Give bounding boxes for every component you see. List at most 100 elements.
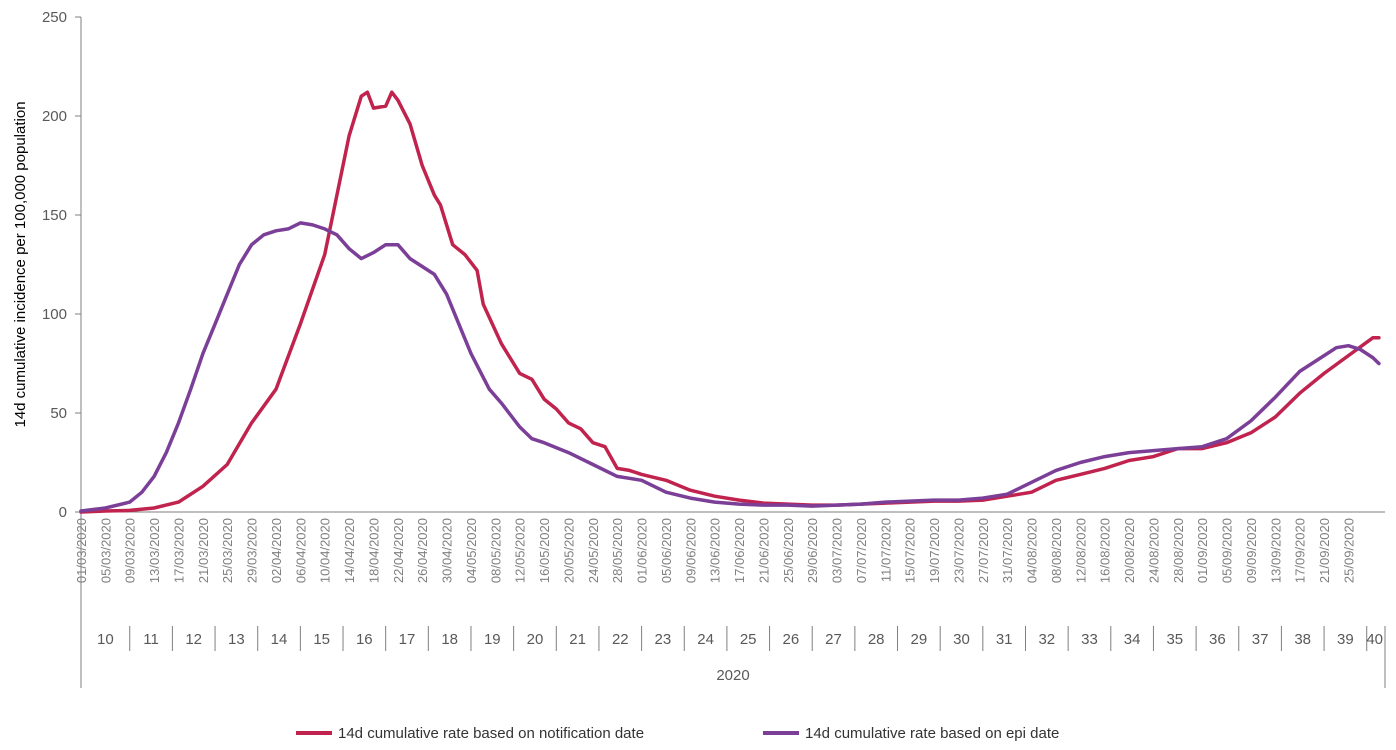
week-label: 29 xyxy=(911,631,928,648)
x-tick-label: 17/03/2020 xyxy=(172,518,187,583)
x-tick-label: 25/06/2020 xyxy=(781,518,796,583)
week-label: 12 xyxy=(185,631,202,648)
week-label: 27 xyxy=(825,631,842,648)
y-axis: 0 50 100 150 200 250 xyxy=(42,9,82,688)
week-label: 34 xyxy=(1124,631,1141,648)
x-tick-label: 17/09/2020 xyxy=(1293,518,1308,583)
x-tick-label: 13/06/2020 xyxy=(708,518,723,583)
x-tick-label: 17/06/2020 xyxy=(732,518,747,583)
x-tick-label: 23/07/2020 xyxy=(952,518,967,583)
week-label: 28 xyxy=(868,631,885,648)
y-tick-label: 200 xyxy=(42,108,67,125)
legend-item-1: 14d cumulative rate based on notificatio… xyxy=(296,725,644,742)
week-label: 32 xyxy=(1038,631,1055,648)
x-tick-label: 18/04/2020 xyxy=(367,518,382,583)
x-tick-label: 13/03/2020 xyxy=(147,518,162,583)
x-tick-label: 20/08/2020 xyxy=(1122,518,1137,583)
y-axis-label: 14d cumulative incidence per 100,000 pop… xyxy=(12,101,29,427)
week-label: 10 xyxy=(97,631,114,648)
x-tick-label: 10/04/2020 xyxy=(318,518,333,583)
x-tick-label: 30/04/2020 xyxy=(440,518,455,583)
x-tick-label: 01/06/2020 xyxy=(635,518,650,583)
x-tick-label: 05/09/2020 xyxy=(1220,518,1235,583)
x-tick-label: 24/08/2020 xyxy=(1146,518,1161,583)
week-label: 22 xyxy=(612,631,629,648)
week-label: 11 xyxy=(143,631,159,648)
week-label: 38 xyxy=(1294,631,1311,648)
x-tick-label: 01/09/2020 xyxy=(1195,518,1210,583)
x-tick-label: 24/05/2020 xyxy=(586,518,601,583)
x-tick-label: 08/08/2020 xyxy=(1049,518,1064,583)
x-tick-label: 28/05/2020 xyxy=(610,518,625,583)
series-layer xyxy=(79,90,1381,514)
week-label: 20 xyxy=(527,631,544,648)
x-tick-label: 01/03/2020 xyxy=(74,518,89,583)
legend-label: 14d cumulative rate based on notificatio… xyxy=(338,725,644,742)
series-line-2 xyxy=(79,221,1381,513)
week-label: 26 xyxy=(783,631,800,648)
x-tick-label: 21/06/2020 xyxy=(757,518,772,583)
x-tick-label: 12/05/2020 xyxy=(513,518,528,583)
y-tick-label: 100 xyxy=(42,306,67,323)
x-tick-label: 14/04/2020 xyxy=(342,518,357,583)
x-tick-label: 05/06/2020 xyxy=(659,518,674,583)
week-label: 25 xyxy=(740,631,757,648)
x-tick-label: 13/09/2020 xyxy=(1268,518,1283,583)
x-axis: 01/03/2020 05/03/2020 09/03/2020 13/03/2020… xyxy=(74,511,1386,688)
x-tick-label: 04/05/2020 xyxy=(464,518,479,583)
legend-label: 14d cumulative rate based on epi date xyxy=(805,725,1059,742)
x-tick-label: 21/03/2020 xyxy=(196,518,211,583)
y-tick-label: 150 xyxy=(42,207,67,224)
week-label: 31 xyxy=(996,631,1013,648)
x-tick-label: 08/05/2020 xyxy=(488,518,503,583)
x-tick-label: 31/07/2020 xyxy=(1000,518,1015,583)
week-label: 30 xyxy=(953,631,970,648)
x-tick-label: 11/07/2020 xyxy=(878,518,893,582)
x-tick-label: 07/07/2020 xyxy=(854,518,869,583)
x-tick-label: 16/05/2020 xyxy=(537,518,552,583)
x-tick-label: 04/08/2020 xyxy=(1025,518,1040,583)
x-tick-label: 09/06/2020 xyxy=(683,518,698,583)
week-label: 21 xyxy=(569,631,586,648)
x-tick-label: 09/03/2020 xyxy=(123,518,138,583)
x-tick-label: 03/07/2020 xyxy=(830,518,845,583)
y-tick-label: 0 xyxy=(59,504,67,521)
year-label: 2020 xyxy=(716,667,749,684)
legend-item-2: 14d cumulative rate based on epi date xyxy=(763,725,1059,742)
week-label: 15 xyxy=(313,631,330,648)
week-label: 17 xyxy=(399,631,416,648)
week-label: 39 xyxy=(1337,631,1354,648)
legend: 14d cumulative rate based on notificatio… xyxy=(296,725,1059,742)
week-label: 37 xyxy=(1252,631,1269,648)
week-label: 14 xyxy=(271,631,288,648)
x-tick-label: 22/04/2020 xyxy=(391,518,406,583)
x-tick-label: 19/07/2020 xyxy=(927,518,942,583)
x-tick-label: 12/08/2020 xyxy=(1073,518,1088,583)
week-label: 35 xyxy=(1166,631,1183,648)
week-label: 16 xyxy=(356,631,373,648)
week-label: 33 xyxy=(1081,631,1098,648)
week-label: 23 xyxy=(655,631,672,648)
week-label: 24 xyxy=(697,631,714,648)
x-tick-label: 05/03/2020 xyxy=(98,518,113,583)
x-tick-label: 27/07/2020 xyxy=(976,518,991,583)
y-tick-label: 50 xyxy=(50,405,67,422)
x-tick-label: 20/05/2020 xyxy=(562,518,577,583)
y-tick-label: 250 xyxy=(42,9,67,26)
x-tick-label: 25/09/2020 xyxy=(1341,518,1356,583)
x-tick-label: 06/04/2020 xyxy=(293,518,308,583)
week-label: 40 xyxy=(1366,631,1383,648)
x-tick-label: 29/06/2020 xyxy=(805,518,820,583)
week-label: 36 xyxy=(1209,631,1226,648)
x-tick-label: 25/03/2020 xyxy=(220,518,235,583)
x-tick-label: 02/04/2020 xyxy=(269,518,284,583)
x-tick-label: 15/07/2020 xyxy=(903,518,918,583)
x-tick-label: 29/03/2020 xyxy=(245,518,260,583)
x-tick-label: 26/04/2020 xyxy=(415,518,430,583)
x-tick-label: 21/09/2020 xyxy=(1317,518,1332,583)
week-label: 19 xyxy=(484,631,501,648)
x-tick-label: 09/09/2020 xyxy=(1244,518,1259,583)
x-tick-label: 28/08/2020 xyxy=(1171,518,1186,583)
